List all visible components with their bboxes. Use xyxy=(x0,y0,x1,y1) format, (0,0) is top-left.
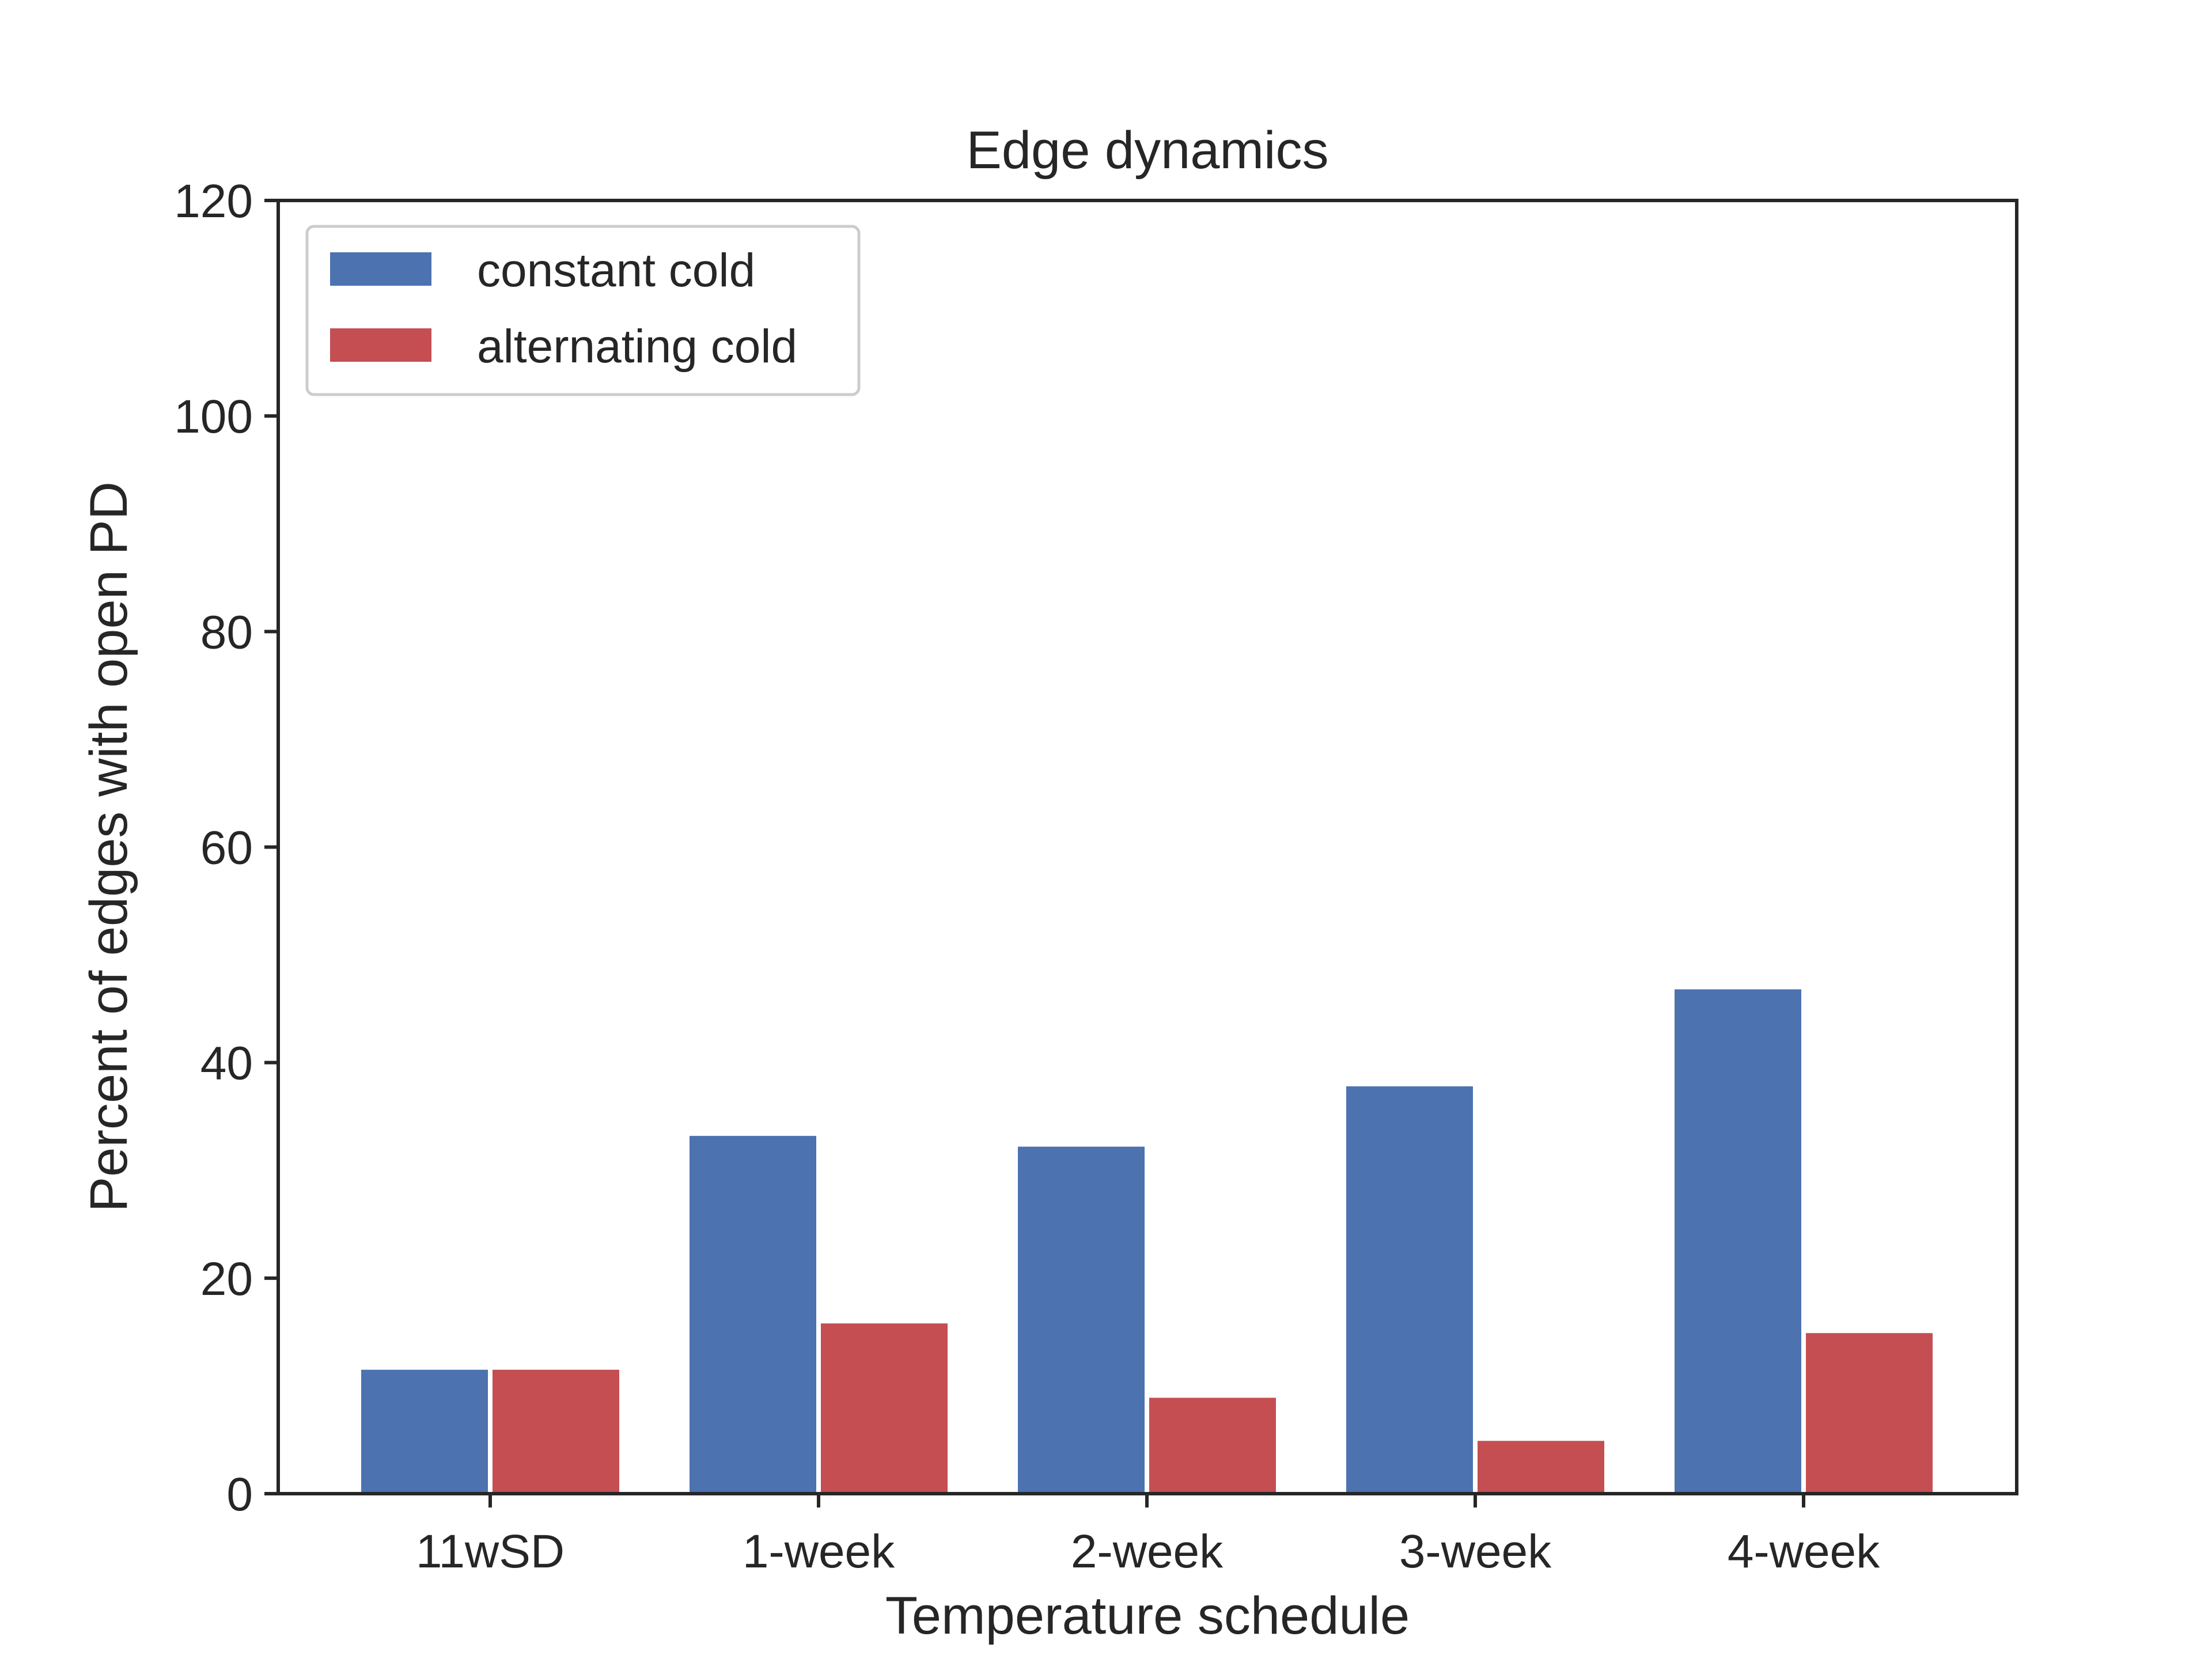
y-tick-label: 100 xyxy=(174,391,253,443)
bar-constant-cold-11wsd xyxy=(361,1369,488,1494)
legend-frame xyxy=(305,225,861,396)
legend-swatch-alternating-cold xyxy=(330,328,431,362)
x-tick-label-11wsd: 11wSD xyxy=(416,1525,565,1578)
x-tick-label-2-week: 2-week xyxy=(1071,1525,1224,1578)
y-tick-label: 20 xyxy=(200,1253,253,1305)
chart-title: Edge dynamics xyxy=(967,121,1329,180)
bar-alternating-cold-2-week xyxy=(1149,1397,1276,1494)
y-tick-label: 40 xyxy=(200,1037,253,1090)
legend-swatch-constant-cold xyxy=(330,252,431,286)
y-tick-label: 80 xyxy=(200,606,253,658)
bars-group xyxy=(361,989,1933,1494)
bar-alternating-cold-4-week xyxy=(1806,1333,1933,1494)
legend-label-alternating-cold: alternating cold xyxy=(477,320,797,373)
bar-constant-cold-4-week xyxy=(1675,989,1801,1494)
x-axis-label: Temperature schedule xyxy=(885,1586,1410,1645)
y-axis-label: Percent of edges with open PD xyxy=(79,482,138,1212)
bar-alternating-cold-3-week xyxy=(1478,1441,1604,1494)
bar-constant-cold-3-week xyxy=(1346,1086,1473,1494)
legend: constant cold alternating cold xyxy=(305,225,861,396)
bar-alternating-cold-1-week xyxy=(821,1323,948,1494)
plot-frame xyxy=(276,199,2018,1495)
bar-constant-cold-1-week xyxy=(690,1135,816,1494)
legend-label-constant-cold: constant cold xyxy=(477,244,755,297)
x-tick-label-3-week: 3-week xyxy=(1399,1525,1552,1578)
y-tick-label: 120 xyxy=(174,175,253,228)
x-tick-label-4-week: 4-week xyxy=(1728,1525,1880,1578)
bar-alternating-cold-11wsd xyxy=(493,1369,619,1494)
x-tick-label-1-week: 1-week xyxy=(743,1525,895,1578)
x-axis-ticks: 11wSD 1-week 2-week 3-week 4-week xyxy=(416,1494,1880,1578)
y-tick-label: 0 xyxy=(226,1468,253,1521)
bar-constant-cold-2-week xyxy=(1018,1146,1145,1494)
y-axis-ticks: 0 20 40 60 80 100 120 xyxy=(174,175,278,1521)
y-tick-label: 60 xyxy=(200,822,253,874)
